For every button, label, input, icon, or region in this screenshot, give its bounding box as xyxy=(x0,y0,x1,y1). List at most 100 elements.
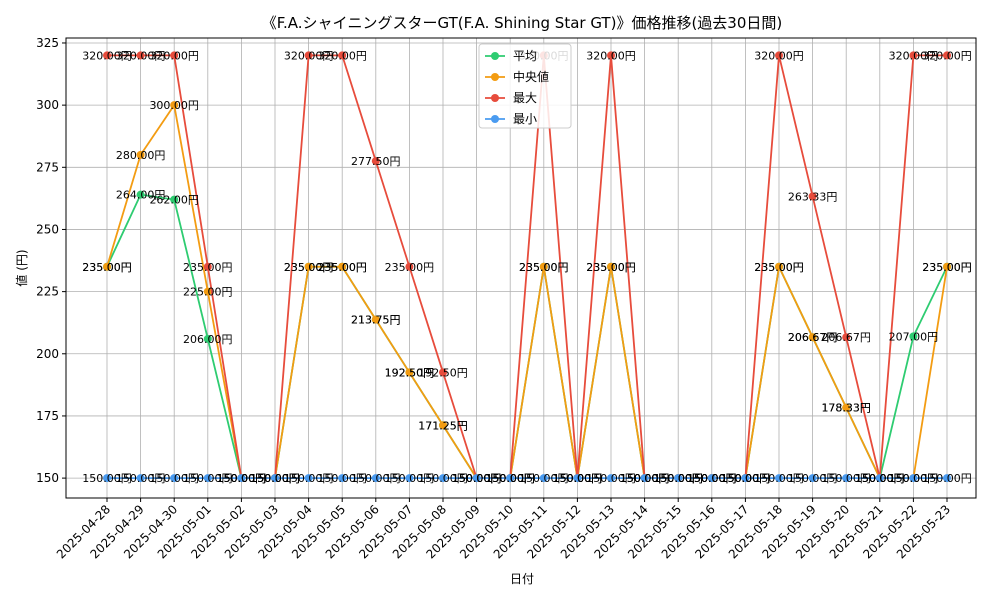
data-label: 150.00円 xyxy=(519,472,569,485)
data-label: 213.75円 xyxy=(351,314,401,327)
series-point xyxy=(607,51,615,60)
data-label: 206.67円 xyxy=(788,331,838,344)
data-label: 225.00円 xyxy=(183,286,233,299)
data-label: 150.00円 xyxy=(82,472,132,485)
data-label: 150.00円 xyxy=(855,472,905,485)
data-label: 150.00円 xyxy=(485,472,535,485)
series-point xyxy=(573,474,582,483)
data-label: 207.00円 xyxy=(889,330,939,343)
data-label: 235.00円 xyxy=(754,261,804,274)
series-point xyxy=(775,474,783,483)
legend-label: 中央値 xyxy=(513,69,549,84)
data-label: 150.00円 xyxy=(586,472,636,485)
data-label: 235.00円 xyxy=(922,261,972,274)
data-label: 320.00円 xyxy=(586,49,636,62)
data-label: 150.00円 xyxy=(687,472,737,485)
data-label: 263.33円 xyxy=(788,190,838,203)
data-label: 150.00円 xyxy=(620,472,670,485)
y-tick-label: 325 xyxy=(36,36,59,50)
data-label: 213.75円 xyxy=(351,314,401,327)
series-point xyxy=(405,262,414,271)
y-tick-label: 150 xyxy=(36,471,59,485)
series-point xyxy=(405,474,414,483)
data-label: 150.00円 xyxy=(284,472,334,485)
y-tick-label: 250 xyxy=(36,222,59,236)
series-point xyxy=(943,262,951,271)
series-point xyxy=(237,474,246,483)
x-axis-ticks: 2025-04-282025-04-292025-04-302025-05-01… xyxy=(54,498,953,561)
data-label: 150.00円 xyxy=(116,472,166,485)
data-label: 235.00円 xyxy=(317,261,367,274)
series-point xyxy=(405,368,414,377)
data-label: 150.00円 xyxy=(351,472,401,485)
series-point xyxy=(943,51,951,60)
data-label: 235.00円 xyxy=(754,261,804,274)
data-label: 150.00円 xyxy=(452,472,502,485)
data-label: 150.00円 xyxy=(889,472,939,485)
series-point xyxy=(170,474,179,483)
chart-title: 《F.A.シャイニングスターGT(F.A. Shining Star GT)》価… xyxy=(262,14,782,32)
data-label: 150.00円 xyxy=(721,472,771,485)
data-label: 280.00円 xyxy=(116,149,166,162)
data-label: 235.00円 xyxy=(82,261,132,274)
data-label: 320.00円 xyxy=(317,49,367,62)
data-label: 150.00円 xyxy=(317,472,367,485)
legend-marker xyxy=(491,73,499,81)
data-label: 150.00円 xyxy=(217,472,267,485)
y-tick-label: 200 xyxy=(36,347,59,361)
data-label: 150.00円 xyxy=(788,472,838,485)
data-label: 320.00円 xyxy=(889,49,939,62)
series-point xyxy=(338,474,347,483)
series-point xyxy=(909,332,918,341)
data-label: 150.00円 xyxy=(620,472,670,485)
data-label: 150.00円 xyxy=(653,472,703,485)
data-label: 206.67円 xyxy=(788,331,838,344)
series-point xyxy=(842,333,851,342)
y-tick-label: 175 xyxy=(36,409,59,423)
data-label: 320.00円 xyxy=(116,49,166,62)
data-label: 150.00円 xyxy=(250,472,300,485)
data-label: 150.00円 xyxy=(452,472,502,485)
series-point xyxy=(338,262,347,271)
series-point xyxy=(741,474,750,483)
data-label: 150.00円 xyxy=(653,472,703,485)
data-label: 150.00円 xyxy=(553,472,603,485)
data-label: 206.00円 xyxy=(183,333,233,346)
legend-box xyxy=(478,43,572,129)
data-label: 150.00円 xyxy=(855,472,905,485)
legend-marker xyxy=(491,52,499,60)
series-point xyxy=(304,474,313,483)
data-label: 150.00円 xyxy=(653,472,703,485)
series-group xyxy=(103,51,951,483)
data-label: 171.25円 xyxy=(418,419,468,432)
series-point xyxy=(304,51,313,60)
data-label: 150.00円 xyxy=(452,472,502,485)
data-label: 150.00円 xyxy=(721,472,771,485)
series-point xyxy=(842,474,851,483)
series-point xyxy=(674,474,683,483)
data-label: 235.00円 xyxy=(183,261,233,274)
data-label: 235.00円 xyxy=(519,261,569,274)
data-label: 150.00円 xyxy=(452,472,502,485)
series-point xyxy=(539,262,548,271)
data-label: 235.00円 xyxy=(586,261,636,274)
data-label: 235.00円 xyxy=(519,261,569,274)
series-point xyxy=(439,474,447,483)
series-point xyxy=(506,474,515,483)
data-label: 178.33円 xyxy=(821,402,871,415)
series-point xyxy=(203,474,212,483)
data-label: 150.00円 xyxy=(889,472,939,485)
series-point xyxy=(338,51,347,60)
data-label: 150.00円 xyxy=(250,472,300,485)
series-point xyxy=(943,474,951,483)
data-label: 150.00円 xyxy=(385,472,435,485)
legend-label: 最大 xyxy=(513,91,537,105)
data-label: 320.00円 xyxy=(284,49,334,62)
series-point xyxy=(203,287,212,296)
data-label: 178.33円 xyxy=(821,402,871,415)
y-tick-label: 225 xyxy=(36,285,59,299)
series-point xyxy=(371,157,380,166)
legend-label: 最小 xyxy=(513,112,537,126)
series-point xyxy=(136,190,145,199)
